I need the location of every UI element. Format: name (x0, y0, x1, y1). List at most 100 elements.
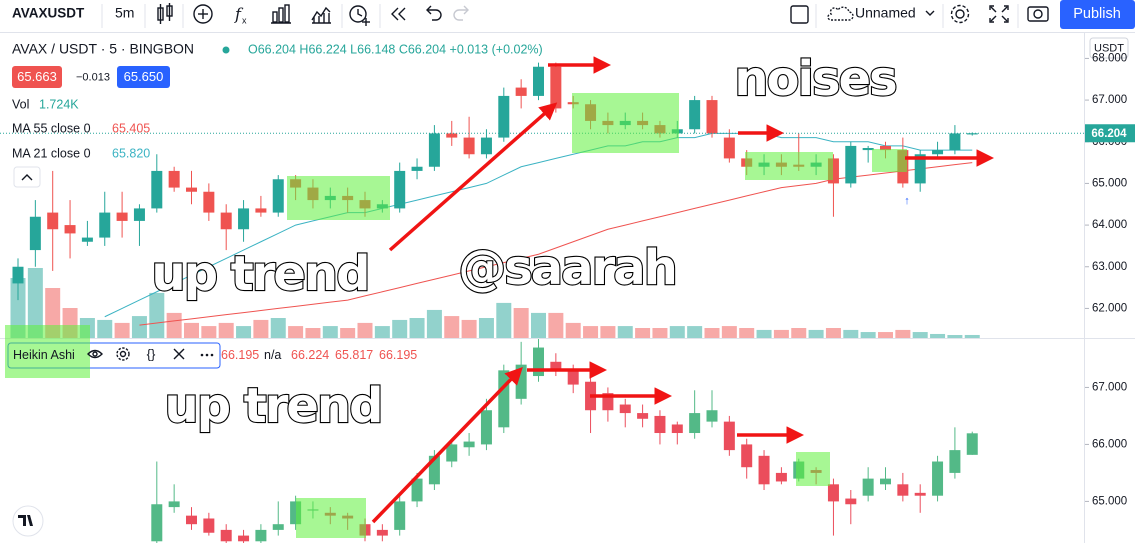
alert-icon[interactable] (349, 5, 370, 26)
ma-line (104, 132, 973, 318)
undo-icon[interactable] (426, 5, 442, 21)
highlight-box (872, 149, 907, 172)
volume-bar (496, 302, 512, 338)
candle-body (498, 95, 510, 138)
candle-body (949, 450, 961, 473)
interval[interactable]: 5m (115, 5, 134, 21)
sell-price[interactable]: 65.663 (17, 69, 57, 84)
collapse-icon[interactable] (21, 174, 33, 181)
volume-bar (687, 326, 703, 338)
replay-icon[interactable] (391, 7, 406, 21)
more-icon[interactable] (200, 353, 214, 357)
arrow (388, 102, 558, 252)
buy-price[interactable]: 65.650 (124, 69, 164, 84)
candle-body (723, 137, 735, 159)
candle-body (463, 137, 475, 155)
candle-body (602, 393, 614, 411)
candle-body (186, 187, 197, 192)
volume-bar (288, 326, 304, 338)
volume-bar (773, 329, 789, 338)
snapshot-icon[interactable] (1027, 6, 1049, 22)
candle-body (914, 154, 926, 184)
candle-body (428, 133, 440, 167)
tradingview-logo[interactable] (12, 505, 44, 537)
remove-icon[interactable] (173, 348, 185, 360)
candle-body (186, 515, 197, 525)
candle-body (238, 535, 250, 542)
volume-bar (426, 309, 442, 338)
candle-body (428, 455, 440, 485)
volume-bar (184, 322, 199, 338)
fullscreen-icon[interactable] (989, 5, 1009, 23)
candle-body (880, 478, 891, 485)
toolbar-bg (0, 0, 1135, 32)
volume-bar (878, 332, 893, 338)
candle-body (706, 100, 718, 134)
candle-body (29, 216, 41, 251)
arrow (371, 366, 523, 524)
heikin-ashi-pane (151, 339, 978, 543)
candle-body (220, 529, 232, 542)
volume-bar (236, 326, 252, 338)
candle-body (64, 225, 76, 234)
candle-body (12, 266, 24, 284)
ma21-value: 65.820 (112, 146, 150, 160)
layout-name[interactable]: Unnamed (855, 5, 916, 21)
study-settings-icon[interactable] (116, 347, 130, 361)
collapse-legend-button[interactable] (13, 166, 41, 188)
templates-icon[interactable] (311, 6, 331, 24)
candle-body (827, 158, 839, 184)
volume-bar (531, 312, 546, 338)
toolbar: AVAXUSDT 5m f x Unnamed Publish (0, 0, 1135, 33)
candle-body (654, 415, 666, 434)
y-tick-label: 67.000 (1092, 381, 1127, 393)
source-code-icon[interactable]: {} (147, 346, 156, 361)
layout-menu-chevron[interactable] (925, 10, 935, 16)
candle-body (567, 370, 579, 385)
candle-body (272, 524, 284, 530)
volume-bar (461, 319, 477, 338)
candle-body (775, 472, 787, 482)
compare-icon[interactable] (193, 4, 213, 24)
volume-bar (565, 322, 581, 338)
volume-bar (895, 329, 911, 338)
candle-body (255, 529, 267, 542)
publish-button[interactable] (1060, 0, 1135, 29)
financials-icon[interactable] (271, 4, 291, 24)
visibility-icon[interactable] (87, 349, 103, 359)
redo-icon[interactable] (453, 5, 469, 21)
buy-button[interactable] (117, 66, 170, 88)
volume-bar (374, 326, 390, 338)
candle-body (498, 370, 510, 428)
y-tick-label: 68.000 (1092, 52, 1127, 64)
candle-body (446, 133, 458, 138)
volume-bar (478, 318, 494, 338)
volume-bar (444, 316, 460, 338)
volume-bar (808, 329, 824, 338)
highlight-box (287, 176, 390, 220)
candle-body (862, 478, 874, 496)
highlight-box (796, 452, 830, 486)
candle-body (862, 148, 874, 151)
volume-bar (513, 308, 529, 338)
layout-checkbox[interactable] (790, 5, 809, 24)
volume-bar (114, 322, 130, 338)
currency-box[interactable] (1089, 37, 1129, 59)
volume-bar (721, 326, 737, 338)
volume-label: Vol (12, 97, 29, 111)
publish-label[interactable]: Publish (1073, 6, 1121, 22)
candle-type-icon[interactable] (157, 3, 173, 24)
settings-icon[interactable] (950, 4, 970, 24)
candle-body (133, 208, 145, 221)
ha-value: 66.195 (221, 348, 259, 362)
volume-bar (843, 329, 859, 338)
volume-bar (97, 319, 113, 338)
indicators-icon-sub[interactable]: x (242, 15, 247, 25)
y-tick-label: 62.000 (1092, 302, 1127, 314)
candle-body (689, 413, 701, 434)
indicators-icon[interactable]: f (234, 5, 244, 24)
heikin-ashi-legend: Heikin Ashi {} 66.195 n/a 66.224 65.817 … (5, 325, 417, 378)
sell-button[interactable] (12, 66, 62, 88)
symbol[interactable]: AVAXUSDT (12, 6, 85, 21)
